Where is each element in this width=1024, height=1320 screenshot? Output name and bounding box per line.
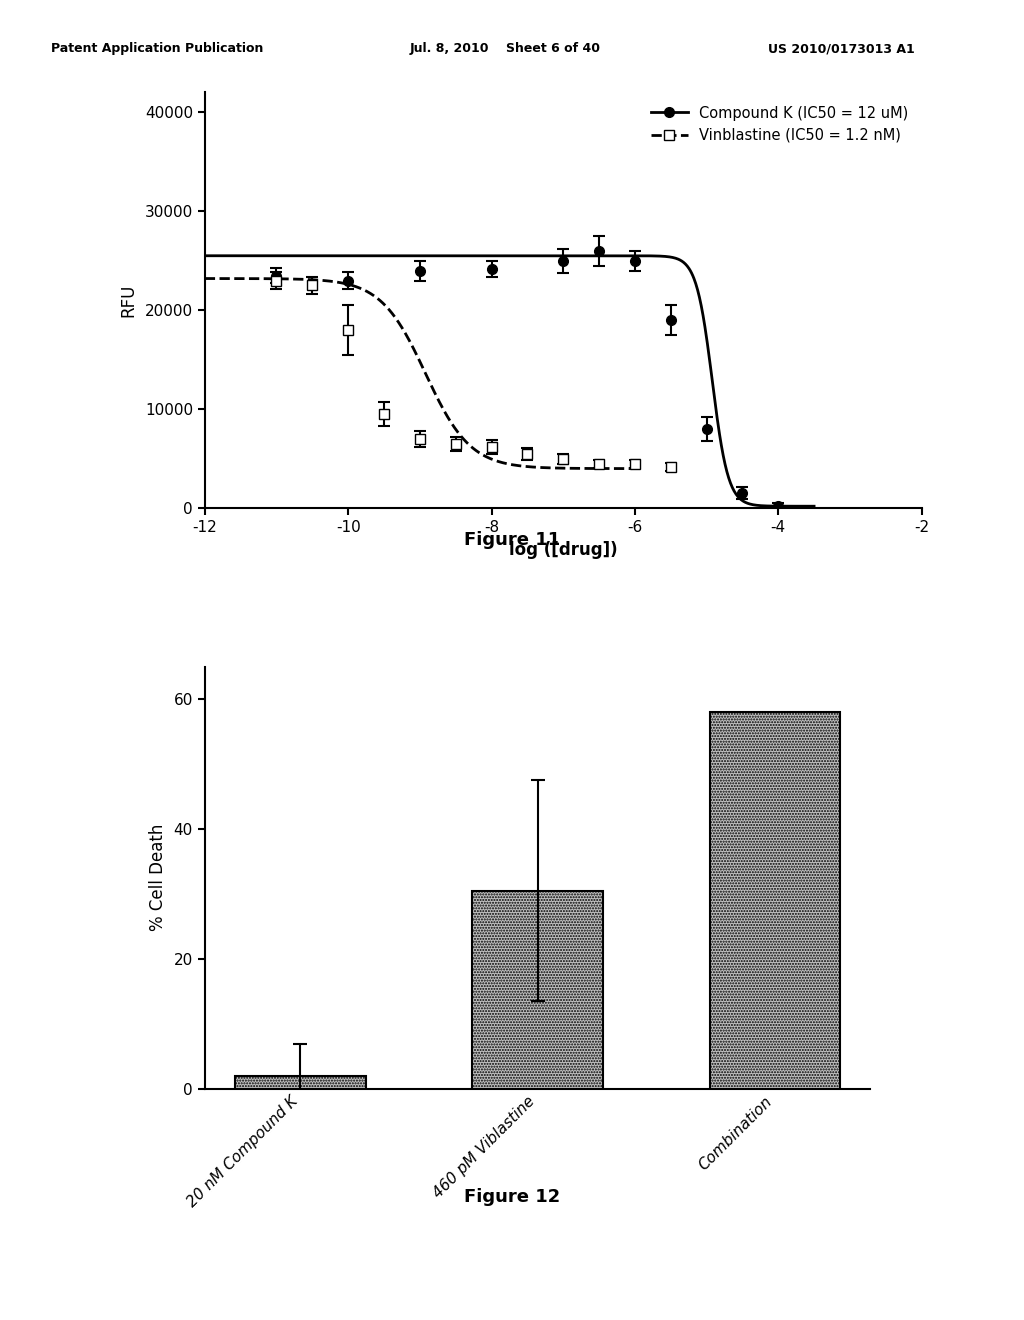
- Legend: Compound K (IC50 = 12 uM), Vinblastine (IC50 = 1.2 nM): Compound K (IC50 = 12 uM), Vinblastine (…: [645, 100, 914, 149]
- Bar: [472, 891, 603, 1089]
- Y-axis label: RFU: RFU: [120, 284, 138, 317]
- Y-axis label: % Cell Death: % Cell Death: [148, 824, 167, 932]
- Text: Figure 11: Figure 11: [464, 531, 560, 549]
- Text: Jul. 8, 2010    Sheet 6 of 40: Jul. 8, 2010 Sheet 6 of 40: [410, 42, 601, 55]
- Text: Patent Application Publication: Patent Application Publication: [51, 42, 263, 55]
- Text: Figure 12: Figure 12: [464, 1188, 560, 1206]
- Bar: [236, 1076, 366, 1089]
- X-axis label: log ([drug]): log ([drug]): [509, 541, 617, 558]
- Bar: [710, 711, 840, 1089]
- Text: US 2010/0173013 A1: US 2010/0173013 A1: [768, 42, 914, 55]
